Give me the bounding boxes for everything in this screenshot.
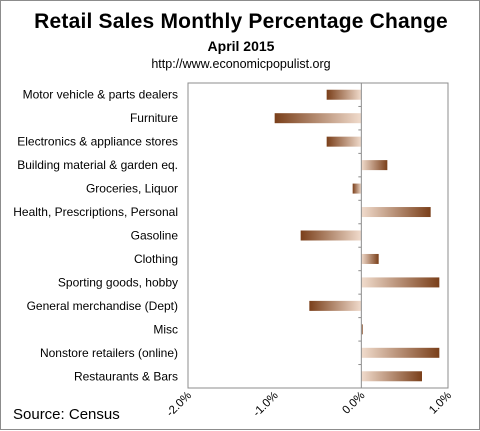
bar bbox=[326, 136, 362, 147]
category-label: General merchandise (Dept) bbox=[27, 299, 178, 313]
chart-subtitle: April 2015 bbox=[207, 38, 275, 54]
category-label: Nonstore retailers (online) bbox=[40, 346, 178, 360]
category-label: Furniture bbox=[130, 111, 178, 125]
category-label: Sporting goods, hobby bbox=[58, 275, 178, 289]
value-tick-label: 1.0% bbox=[427, 390, 454, 417]
value-tick-label: 0.0% bbox=[340, 390, 367, 417]
category-label: Motor vehicle & parts dealers bbox=[23, 88, 178, 102]
bar bbox=[309, 300, 362, 311]
category-label: Restaurants & Bars bbox=[74, 369, 178, 383]
bar bbox=[361, 371, 422, 382]
category-label: Health, Prescriptions, Personal bbox=[13, 205, 178, 219]
bar bbox=[361, 277, 440, 288]
value-tick-label: -1.0% bbox=[251, 390, 281, 420]
category-label: Building material & garden eq. bbox=[17, 158, 178, 172]
bar bbox=[300, 230, 362, 241]
category-label: Clothing bbox=[134, 252, 178, 266]
value-tick-label: -2.0% bbox=[164, 390, 194, 420]
chart-title: Retail Sales Monthly Percentage Change bbox=[34, 10, 448, 33]
value-axis-tick-labels: -2.0% -1.0% 0.0% 1.0% bbox=[164, 390, 454, 420]
bar bbox=[361, 160, 388, 171]
category-label: Electronics & appliance stores bbox=[17, 135, 178, 149]
bar bbox=[326, 89, 362, 100]
value-axis bbox=[358, 82, 362, 389]
category-label: Misc bbox=[153, 322, 178, 336]
bar bbox=[361, 207, 431, 218]
category-label: Groceries, Liquor bbox=[86, 182, 178, 196]
bars bbox=[274, 89, 440, 382]
bar bbox=[274, 113, 362, 124]
bar bbox=[361, 253, 379, 264]
bar bbox=[352, 183, 362, 194]
chart-source: Source: Census bbox=[13, 406, 120, 423]
bar bbox=[361, 347, 440, 358]
category-labels: Motor vehicle & parts dealers Furniture El… bbox=[13, 88, 178, 384]
source-url: http://www.economicpopulist.org bbox=[151, 57, 331, 71]
bar bbox=[361, 324, 363, 335]
category-label: Gasoline bbox=[131, 229, 179, 243]
